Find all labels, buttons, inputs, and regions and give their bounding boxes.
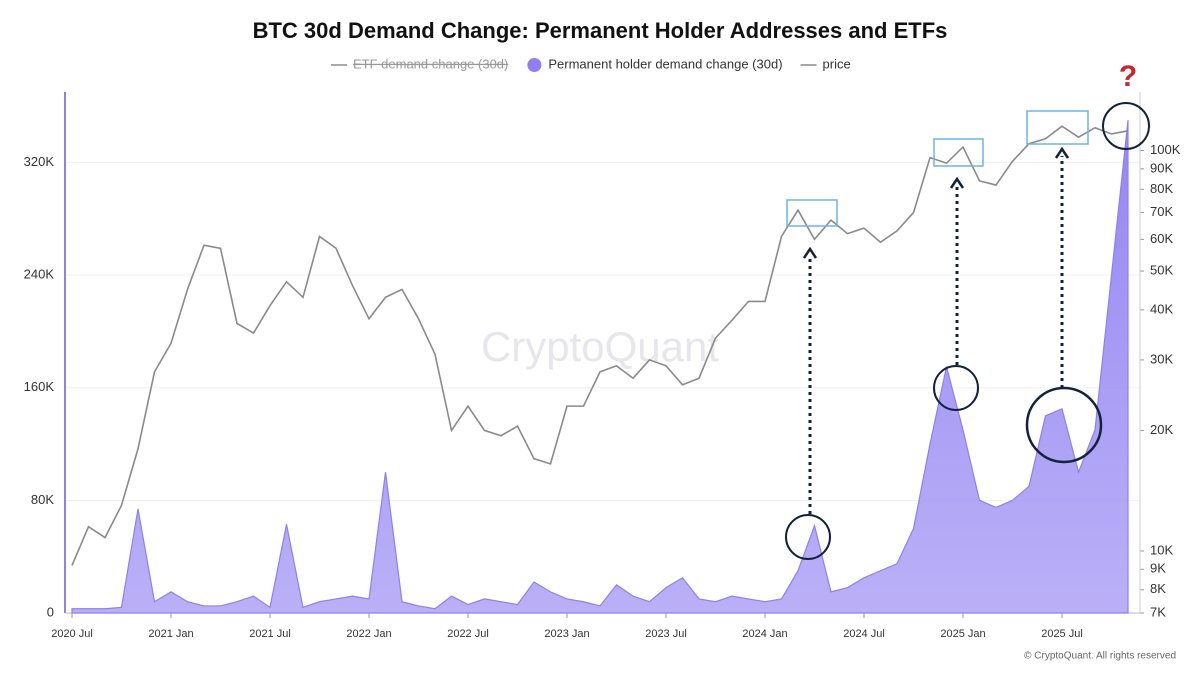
y2-tick-label: 60K: [1150, 231, 1173, 246]
chart-title: BTC 30d Demand Change: Permanent Holder …: [253, 18, 948, 43]
x-tick-label: 2024 Jul: [843, 628, 885, 640]
y2-tick-label: 9K: [1150, 561, 1166, 576]
highlight-box: [1026, 110, 1089, 145]
y2-tick-label: 80K: [1150, 181, 1173, 196]
plot-area: [64, 92, 1144, 618]
y2-tick-label: 7K: [1150, 604, 1166, 619]
x-tick-label: 2023 Jul: [645, 628, 687, 640]
highlight-box: [786, 199, 838, 227]
x-tick-label: 2022 Jan: [346, 628, 391, 640]
legend-swatch: [527, 58, 542, 72]
x-tick-label: 2025 Jul: [1041, 628, 1083, 640]
annotation: ?: [1119, 60, 1137, 93]
highlight-circle: [933, 365, 979, 411]
highlight-circle: [1102, 102, 1150, 150]
y2-tick-label: 10K: [1150, 542, 1173, 557]
x-tick-label: 2021 Jul: [249, 628, 291, 640]
legend-label: price: [823, 56, 851, 71]
footer: © CryptoQuant. All rights reserved: [1024, 651, 1176, 662]
y2-tick-label: 70K: [1150, 204, 1173, 219]
x-tick-label: 2025 Jan: [940, 628, 985, 640]
y-tick-label: 0: [47, 604, 54, 619]
y-tick-label: 80K: [31, 492, 54, 507]
y2-tick-label: 100K: [1150, 142, 1181, 157]
annotations: [785, 102, 1150, 560]
y2-tick-label: 50K: [1150, 263, 1173, 278]
y2-tick-label: 30K: [1150, 351, 1173, 366]
x-tick-label: 2024 Jan: [742, 628, 787, 640]
y-tick-label: 160K: [24, 379, 55, 394]
x-tick-label: 2021 Jan: [148, 628, 193, 640]
x-tick-label: 2020 Jul: [51, 628, 93, 640]
y2-tick-label: 20K: [1150, 422, 1173, 437]
demand-area: [71, 120, 1129, 614]
arrow-head: [949, 176, 965, 189]
legend-label: ETF demand change (30d): [353, 56, 508, 71]
arrow-head: [802, 246, 818, 259]
x-tick-label: 2022 Jul: [447, 628, 489, 640]
x-tick-label: 2023 Jan: [544, 628, 589, 640]
legend-label: Permanent holder demand change (30d): [548, 56, 782, 71]
y2-tick-label: 8K: [1150, 581, 1166, 596]
arrow-head: [1054, 146, 1070, 159]
highlight-circle: [1025, 386, 1103, 464]
price-line: [71, 125, 1129, 566]
y-tick-label: 320K: [24, 154, 55, 169]
highlight-circle: [785, 514, 831, 560]
y2-tick-label: 40K: [1150, 301, 1173, 316]
y-tick-label: 240K: [24, 266, 55, 281]
highlight-box: [933, 138, 984, 167]
y2-tick-label: 90K: [1150, 160, 1173, 175]
watermark: CryptoQuant: [481, 323, 719, 370]
